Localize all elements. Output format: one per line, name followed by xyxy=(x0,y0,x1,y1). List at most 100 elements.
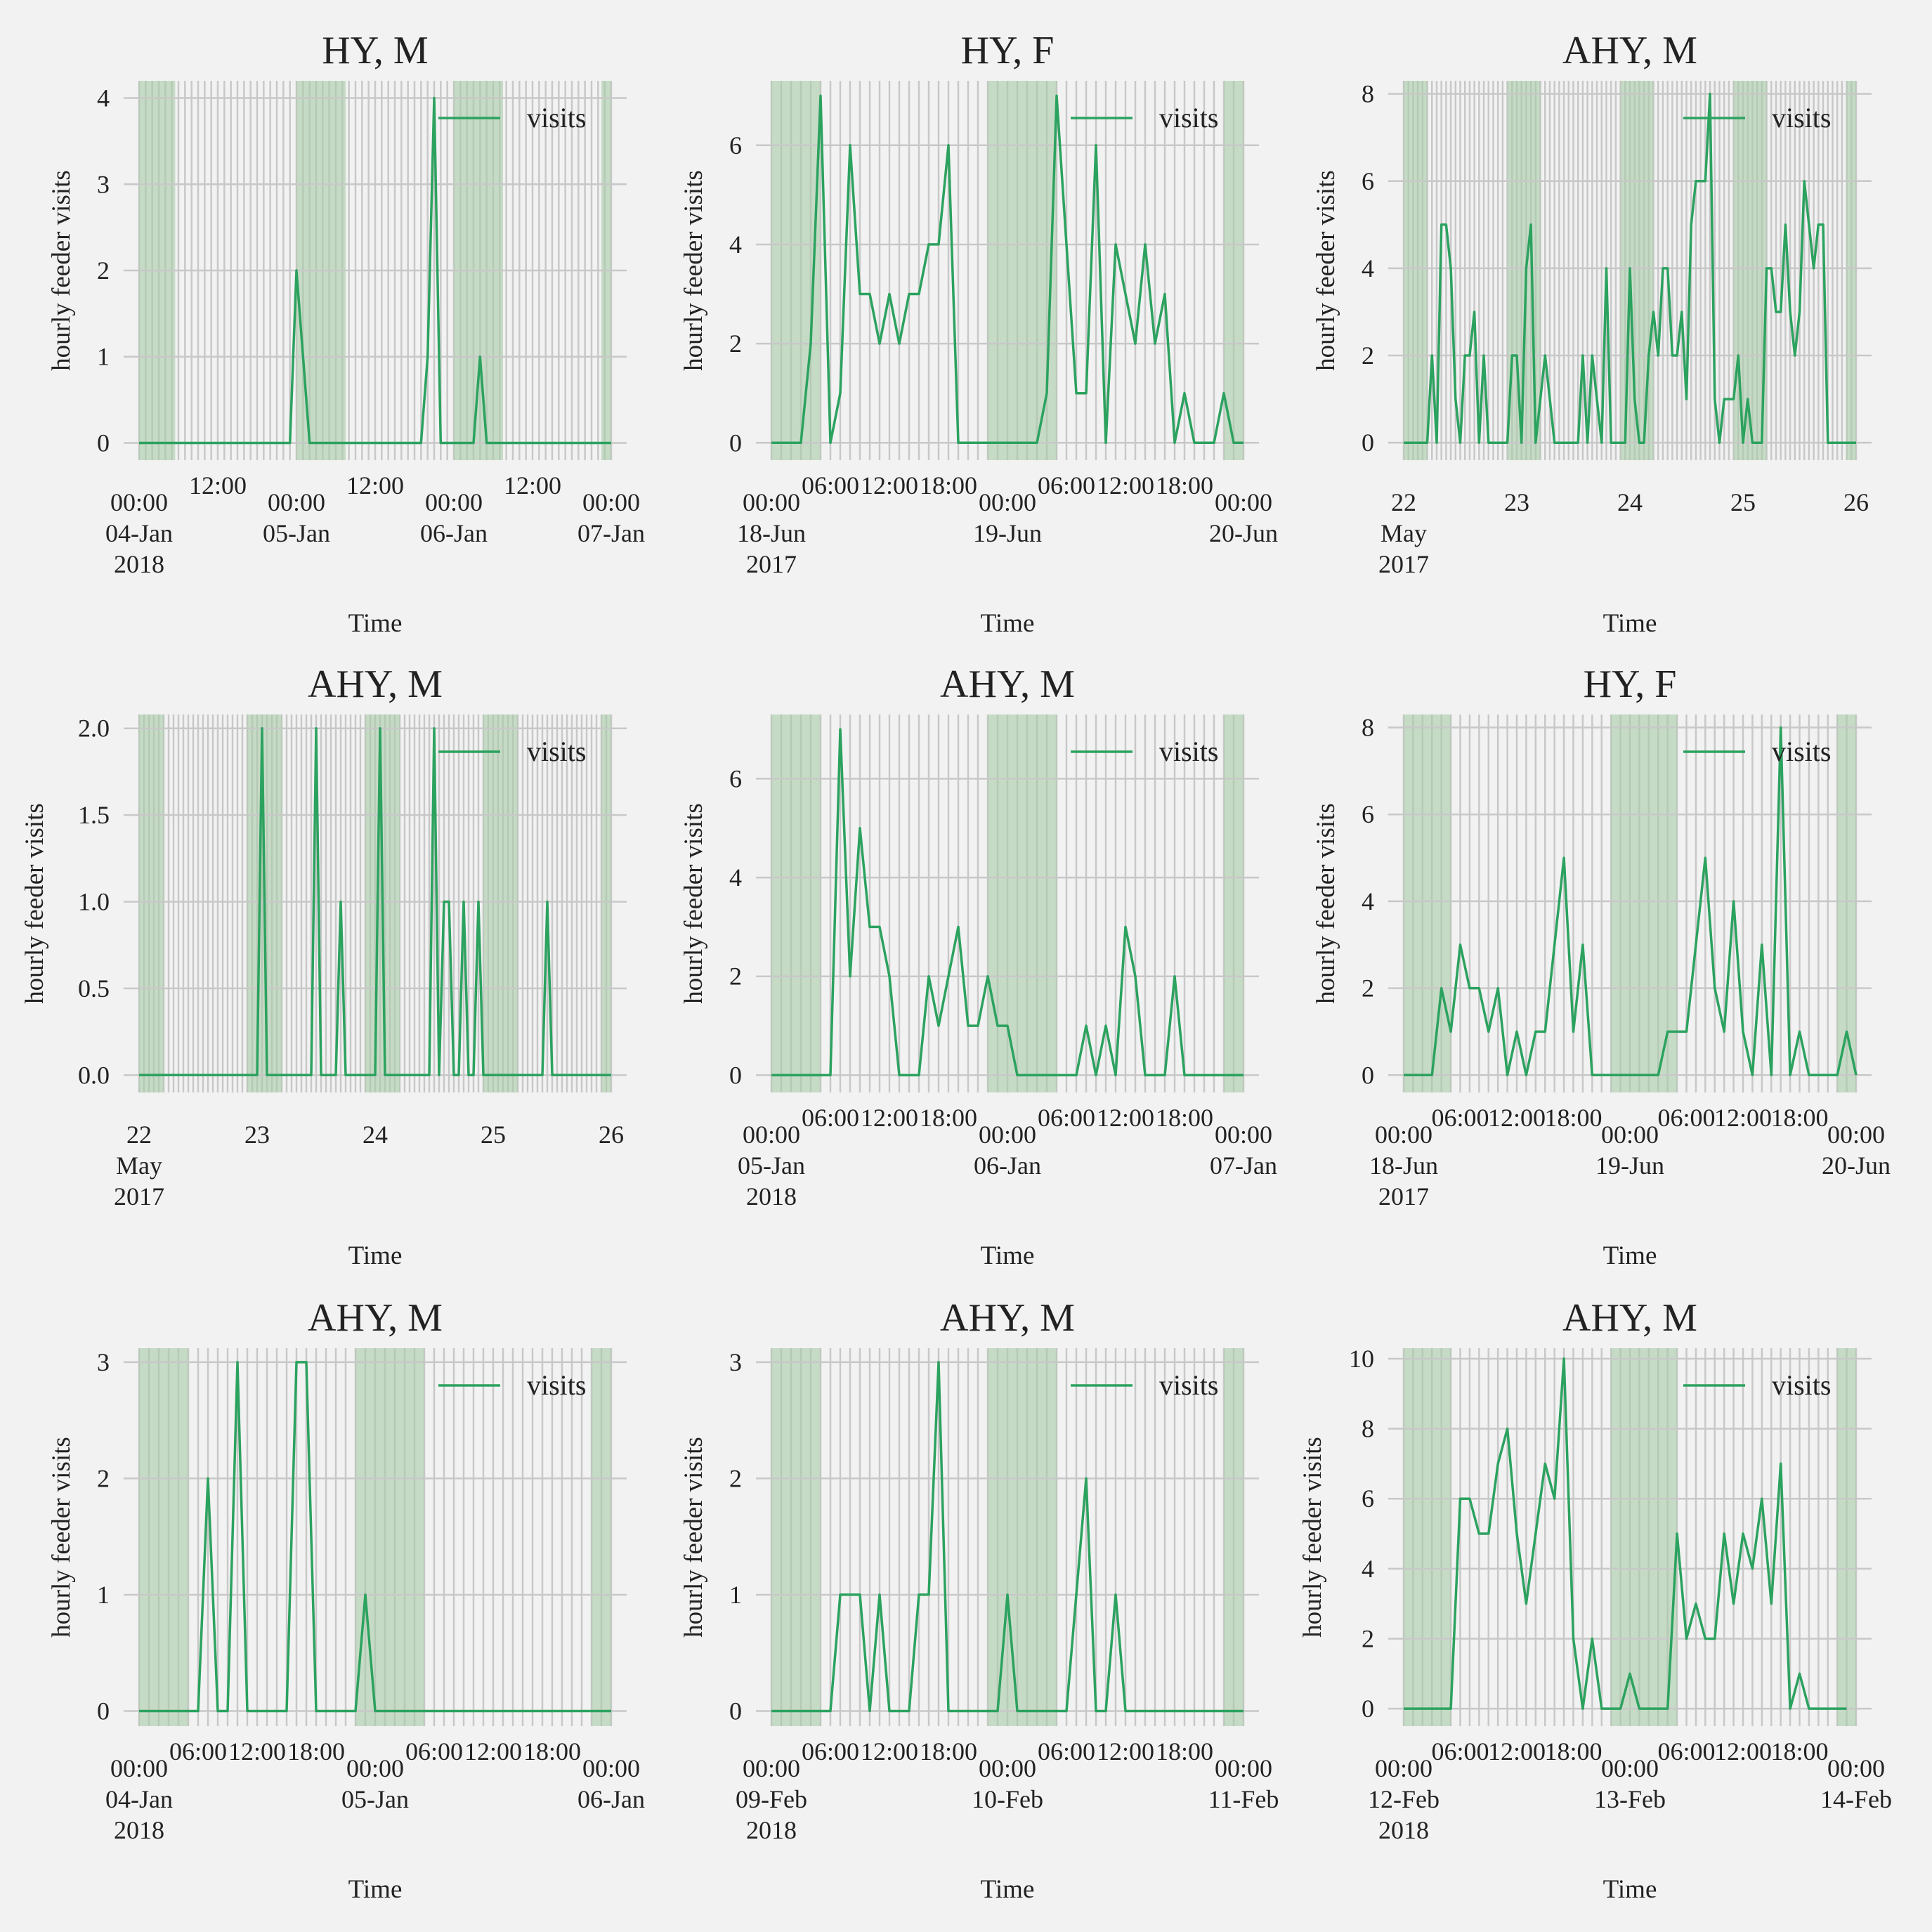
x-tick-label: 06:00 xyxy=(1038,1104,1095,1132)
y-axis-label: hourly feeder visits xyxy=(679,803,708,1004)
night-band xyxy=(1733,81,1767,460)
x-axis-label: Time xyxy=(1603,1241,1657,1270)
series-line-visits xyxy=(771,1361,1244,1713)
y-tick-label: 0 xyxy=(97,429,110,457)
night-band xyxy=(1837,714,1856,1092)
night-band xyxy=(355,1348,424,1726)
x-tick-label: 00:00 xyxy=(1827,1754,1885,1782)
x-axis-label: Time xyxy=(981,609,1035,638)
night-band xyxy=(771,714,821,1092)
x-tick-label: 05-Jan xyxy=(738,1151,805,1180)
night-band xyxy=(1837,1348,1856,1726)
night-band xyxy=(139,1348,188,1726)
chart-title: AHY, M xyxy=(1562,1296,1697,1340)
x-tick-label: 22 xyxy=(126,1121,152,1149)
series-line-visits xyxy=(1404,726,1858,1077)
x-tick-label: 18:00 xyxy=(1156,1104,1213,1132)
x-axis-label: Time xyxy=(981,1875,1035,1904)
y-tick-label: 2 xyxy=(729,962,742,991)
x-tick-label: 06:00 xyxy=(1038,471,1095,500)
y-tick-label: 2 xyxy=(729,1464,742,1492)
x-tick-label: 18:00 xyxy=(1770,1104,1828,1132)
legend-label: visits xyxy=(1772,102,1831,133)
x-tick-label: 06-Jan xyxy=(577,1785,645,1813)
x-tick-label: 12:00 xyxy=(346,471,404,500)
x-tick-label: 20-Jun xyxy=(1822,1151,1891,1180)
y-tick-label: 3 xyxy=(97,1348,110,1376)
x-tick-label: 12:00 xyxy=(1488,1104,1546,1132)
x-tick-label: 00:00 xyxy=(979,488,1036,516)
x-tick-label: 05-Jan xyxy=(263,519,330,547)
x-tick-label: 26 xyxy=(1843,488,1869,516)
chart-title: HY, M xyxy=(322,29,428,72)
y-tick-label: 6 xyxy=(1362,800,1374,828)
x-tick-label: 12:00 xyxy=(1714,1737,1772,1765)
x-tick-label: 06:00 xyxy=(1038,1737,1095,1765)
subplot-1: 0 1 2 3 4 00:00 04-Jan 2018 12:00 00:00 05-Jan 12:0… xyxy=(47,29,645,638)
x-tick-label: 00:00 xyxy=(1601,1754,1659,1782)
x-tick-label: 18:00 xyxy=(920,1104,977,1132)
x-tick-label: 11-Feb xyxy=(1208,1785,1279,1813)
x-tick-label: 00:00 xyxy=(346,1754,404,1782)
y-tick-label: 0 xyxy=(1362,429,1374,457)
x-tick-label: 18:00 xyxy=(920,471,977,500)
legend-label: visits xyxy=(1772,1369,1831,1401)
night-band xyxy=(988,714,1057,1092)
x-tick-label: 06:00 xyxy=(1431,1737,1489,1765)
x-tick-label: 13-Feb xyxy=(1594,1785,1666,1813)
night-band xyxy=(1224,714,1244,1092)
x-tick-label: 12:00 xyxy=(228,1737,286,1765)
y-tick-label: 2 xyxy=(1362,1624,1374,1652)
x-tick-label: 00:00 xyxy=(110,488,168,516)
x-tick-label: 12:00 xyxy=(1097,471,1154,500)
x-tick-label: 00:00 xyxy=(582,1754,640,1782)
night-band xyxy=(592,1348,611,1726)
x-tick-label: 24 xyxy=(363,1121,388,1149)
night-band xyxy=(1404,714,1451,1092)
x-tick-label: 04-Jan xyxy=(105,519,173,547)
x-tick-label: 06:00 xyxy=(802,471,859,500)
x-tick-label: 00:00 xyxy=(425,488,483,516)
x-tick-label: 00:00 xyxy=(979,1121,1036,1149)
legend-label: visits xyxy=(527,102,586,133)
night-band xyxy=(483,714,518,1092)
x-tick-label: 12:00 xyxy=(464,1737,522,1765)
y-tick-label: 1 xyxy=(97,1581,110,1609)
x-tick-label: 00:00 xyxy=(1215,1754,1272,1782)
y-tick-label: 8 xyxy=(1362,714,1374,742)
x-tick-label: 25 xyxy=(481,1121,506,1149)
x-tick-label: 10-Feb xyxy=(972,1785,1043,1813)
y-tick-label: 2.0 xyxy=(78,714,110,743)
x-tick-label: 12:00 xyxy=(189,471,247,500)
legend-label: visits xyxy=(1772,736,1831,767)
x-tick-label: 12:00 xyxy=(861,1104,918,1132)
x-tick-label: 12:00 xyxy=(1714,1104,1772,1132)
y-tick-label: 0 xyxy=(729,429,742,457)
y-tick-label: 4 xyxy=(1362,1555,1374,1583)
x-tick-label: 12:00 xyxy=(1097,1737,1154,1765)
x-tick-label: 00:00 xyxy=(268,488,325,516)
x-tick-label: 00:00 xyxy=(582,488,640,516)
x-tick-label: 2017 xyxy=(1378,550,1429,578)
legend-label: visits xyxy=(527,736,586,767)
y-tick-label: 2 xyxy=(1362,974,1374,1003)
x-tick-label: 04-Jan xyxy=(105,1785,173,1813)
night-band xyxy=(1611,1348,1678,1726)
y-tick-label: 2 xyxy=(729,329,742,358)
x-tick-label: 12:00 xyxy=(861,471,918,500)
night-band xyxy=(988,81,1057,460)
x-tick-label: 18:00 xyxy=(1156,1737,1213,1765)
x-tick-label: 07-Jan xyxy=(1210,1151,1277,1180)
y-axis-label: hourly feeder visits xyxy=(1312,170,1340,371)
x-tick-label: 26 xyxy=(599,1121,624,1149)
x-axis-label: Time xyxy=(1603,609,1657,638)
x-tick-label: 25 xyxy=(1730,488,1756,516)
y-axis-label: hourly feeder visits xyxy=(1298,1437,1327,1638)
x-tick-label: 00:00 xyxy=(743,488,800,516)
